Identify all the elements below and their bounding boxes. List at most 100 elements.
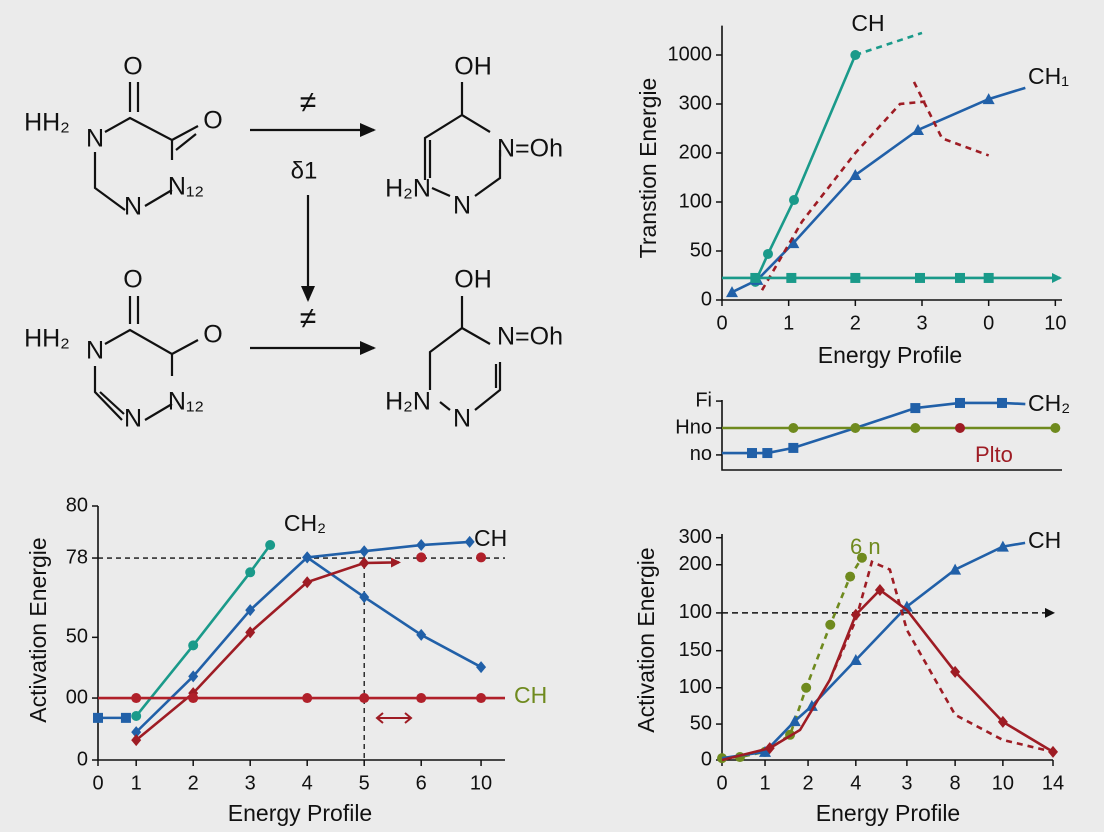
point	[764, 742, 775, 755]
point	[726, 286, 738, 298]
x-tick-label: 1	[759, 772, 770, 794]
point	[245, 567, 256, 578]
x-tick-label: 0	[716, 312, 727, 334]
series	[759, 540, 1009, 757]
point	[910, 423, 921, 433]
x-tick-label: 3	[916, 312, 927, 334]
y-tick-label: 0	[701, 748, 712, 770]
annotation: Plto	[975, 442, 1013, 467]
point	[302, 576, 313, 589]
series	[726, 93, 995, 298]
series	[760, 100, 926, 291]
y-tick-label: 0	[77, 748, 88, 770]
atom: N₁₂	[168, 173, 204, 201]
atom: H₂N	[385, 175, 431, 203]
x-axis-label: Energy Profile	[818, 342, 962, 368]
y-tick-label: 100	[679, 190, 712, 212]
arrow-label: ≠	[300, 302, 316, 335]
point	[359, 591, 370, 604]
point	[850, 423, 861, 433]
series-line	[307, 540, 470, 559]
y-tick-label: 100	[679, 676, 712, 698]
atom: O	[123, 266, 142, 294]
x-tick-label: 10	[992, 772, 1014, 794]
atom: N=Oh	[497, 135, 563, 163]
arrow-label: δ1	[291, 157, 318, 184]
series-line	[912, 81, 990, 157]
x-tick-label: 1	[131, 772, 142, 794]
y-tick-label: 50	[690, 239, 712, 261]
y-tick-label: 50	[66, 626, 88, 648]
y-tick-label: 78	[66, 546, 88, 568]
point	[874, 583, 885, 596]
point	[747, 448, 757, 459]
point	[910, 403, 921, 414]
x-tick-label: 0	[983, 312, 994, 334]
point	[850, 272, 861, 283]
point	[996, 540, 1009, 552]
decor-arrow	[375, 712, 413, 724]
annotation: CH	[851, 10, 884, 36]
point	[997, 715, 1008, 728]
point	[476, 661, 487, 674]
annotation: CH₁	[1028, 63, 1069, 89]
point	[801, 682, 812, 693]
point	[856, 552, 867, 563]
y-axis-label: Transtion Energie	[635, 78, 661, 259]
atom: N	[453, 192, 471, 220]
axis	[721, 400, 1062, 471]
reaction-scheme: O HH₂ N O N₁₂ N OH N=Oh H₂N N O HH₂ N O …	[24, 53, 563, 433]
atom: OH	[454, 53, 492, 81]
point	[983, 272, 994, 283]
atom: N	[86, 125, 104, 153]
point	[915, 272, 925, 283]
axis	[721, 25, 1062, 301]
x-tick-label: 2	[188, 772, 199, 794]
x-tick-label: 14	[1042, 772, 1064, 794]
series	[131, 540, 276, 722]
series-line	[135, 544, 272, 717]
series	[131, 693, 487, 704]
series	[302, 535, 475, 564]
series-line	[731, 86, 1026, 294]
point	[850, 608, 861, 621]
x-tick-label: 5	[359, 772, 370, 794]
y-axis-label: Activation Energie	[633, 547, 659, 732]
point	[359, 693, 370, 704]
point	[131, 734, 142, 747]
point	[302, 693, 313, 704]
annotation: CH	[514, 682, 547, 708]
point	[302, 551, 313, 564]
series-line	[721, 557, 864, 760]
bonds	[93, 296, 199, 421]
point	[788, 442, 799, 453]
bonds	[428, 296, 502, 411]
point	[982, 93, 995, 105]
series	[747, 397, 1007, 459]
point	[476, 693, 487, 704]
y-tick-label: 00	[66, 686, 88, 708]
series	[93, 712, 131, 723]
series	[721, 541, 1026, 760]
x-tick-label: 6	[416, 772, 427, 794]
series	[912, 81, 990, 157]
point	[131, 693, 142, 704]
point	[131, 726, 142, 739]
point	[359, 545, 370, 558]
point	[120, 712, 131, 723]
x-tick-label: 3	[245, 772, 256, 794]
point	[949, 563, 962, 575]
point	[188, 670, 199, 683]
point	[787, 237, 800, 249]
point	[464, 535, 475, 548]
series	[717, 552, 867, 764]
series	[131, 556, 370, 747]
atom: N₁₂	[168, 388, 204, 416]
x-tick-label: 3	[901, 772, 912, 794]
atom: HH₂	[24, 109, 70, 137]
point	[849, 169, 862, 181]
x-tick-label: 8	[950, 772, 961, 794]
y-tick-label: no	[690, 443, 712, 465]
y-tick-label: Fi	[695, 389, 712, 411]
